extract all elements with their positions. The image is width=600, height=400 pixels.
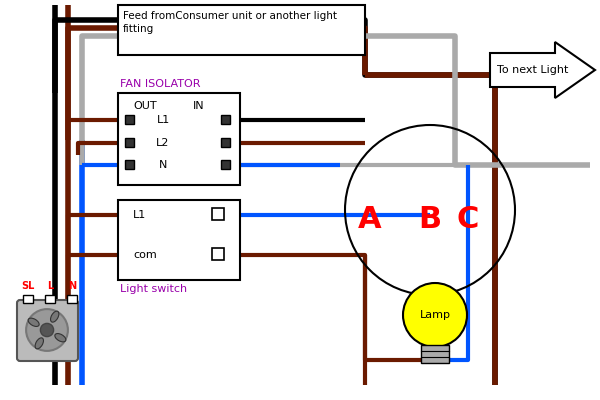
Bar	[118, 93, 240, 185]
Bar	[45, 295, 55, 303]
Bar	[67, 295, 77, 303]
Text: A: A	[358, 206, 382, 234]
Bar	[118, 200, 240, 280]
Circle shape	[26, 309, 68, 351]
Ellipse shape	[35, 338, 43, 349]
Text: Feed fromConsumer unit or another light
fitting: Feed fromConsumer unit or another light …	[123, 11, 337, 34]
Text: L2: L2	[157, 138, 170, 148]
Ellipse shape	[28, 318, 39, 326]
Ellipse shape	[55, 334, 66, 342]
Text: To next Light: To next Light	[497, 65, 568, 75]
Text: L: L	[47, 281, 53, 291]
Text: OUT: OUT	[133, 101, 157, 111]
Circle shape	[403, 283, 467, 347]
FancyBboxPatch shape	[17, 300, 78, 361]
Bar	[421, 345, 449, 363]
Polygon shape	[490, 42, 595, 98]
Bar	[125, 115, 134, 124]
Bar	[221, 115, 230, 124]
Text: Light switch: Light switch	[120, 284, 187, 294]
Bar	[212, 208, 224, 220]
Bar	[125, 138, 134, 147]
Text: L1: L1	[133, 210, 146, 220]
Text: SL: SL	[22, 281, 35, 291]
FancyBboxPatch shape	[118, 5, 365, 55]
Bar	[212, 248, 224, 260]
Text: Lamp: Lamp	[419, 310, 451, 320]
Circle shape	[40, 323, 53, 337]
Ellipse shape	[50, 311, 59, 322]
Bar	[221, 160, 230, 169]
Text: com: com	[133, 250, 157, 260]
Text: C: C	[457, 206, 479, 234]
Bar	[23, 295, 33, 303]
Text: N: N	[159, 160, 167, 170]
Text: N: N	[68, 281, 76, 291]
Text: IN: IN	[193, 101, 205, 111]
Text: B: B	[418, 206, 442, 234]
Text: L1: L1	[157, 115, 170, 125]
Bar	[125, 160, 134, 169]
Text: FAN ISOLATOR: FAN ISOLATOR	[120, 79, 200, 89]
Bar	[221, 138, 230, 147]
